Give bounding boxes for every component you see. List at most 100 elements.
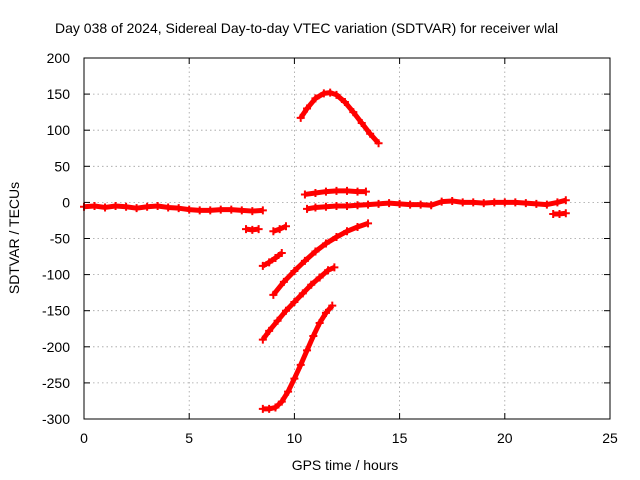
data-point: [237, 206, 246, 215]
data-series-3: [258, 248, 286, 270]
data-point: [265, 404, 274, 413]
y-tick-label: 100: [47, 122, 71, 138]
plot-frame: [83, 57, 611, 420]
data-point: [300, 256, 309, 265]
data-point: [290, 374, 299, 383]
data-series-layer: [80, 88, 570, 413]
data-point: [258, 335, 267, 344]
data-point: [479, 199, 488, 208]
data-point: [330, 263, 339, 272]
data-point: [216, 205, 225, 214]
data-point: [90, 202, 99, 211]
data-point: [258, 261, 267, 270]
chart-title: Day 038 of 2024, Sidereal Day-to-day VTE…: [55, 20, 558, 36]
data-point: [353, 201, 362, 210]
series-trace: [262, 304, 335, 412]
data-point: [490, 198, 499, 207]
data-point: [321, 239, 330, 248]
data-point: [307, 280, 316, 289]
data-point: [298, 289, 307, 298]
data-point: [265, 258, 274, 267]
y-tick-label: -250: [42, 375, 70, 391]
data-point: [284, 387, 293, 396]
data-point: [521, 199, 530, 208]
data-point: [290, 298, 299, 307]
data-point: [469, 198, 478, 207]
data-point: [332, 90, 341, 99]
data-point: [437, 197, 446, 206]
y-tick-label: -300: [42, 411, 70, 427]
data-point: [311, 189, 320, 198]
series-trace: [260, 265, 336, 342]
data-point: [332, 233, 341, 242]
y-tick-label: 0: [62, 194, 70, 210]
data-point: [561, 209, 570, 218]
data-point: [271, 403, 280, 412]
data-point: [290, 266, 299, 275]
data-point: [195, 206, 204, 215]
x-tick-label: 5: [185, 430, 193, 446]
data-point: [343, 186, 351, 195]
data-point: [366, 129, 375, 138]
series-trace: [261, 250, 284, 269]
data-point: [364, 200, 373, 209]
data-point: [321, 187, 330, 196]
data-point: [269, 227, 278, 236]
data-point: [164, 203, 173, 212]
data-point: [281, 222, 290, 231]
data-point: [296, 113, 305, 122]
data-point: [271, 253, 280, 262]
data-point: [185, 205, 194, 214]
data-point: [300, 190, 309, 199]
data-point: [315, 273, 324, 282]
data-series-2: [269, 222, 290, 236]
data-point: [279, 277, 288, 286]
series-trace: [298, 90, 381, 145]
data-point: [309, 331, 318, 340]
data-point: [174, 204, 183, 213]
data-point: [353, 222, 362, 231]
data-point: [311, 247, 320, 256]
data-point: [277, 248, 286, 257]
data-point: [326, 88, 335, 97]
data-point: [265, 326, 274, 335]
x-tick-label: 10: [287, 430, 303, 446]
data-point: [281, 306, 290, 315]
data-point: [248, 207, 257, 216]
y-tick-label: -150: [42, 303, 70, 319]
data-point: [561, 196, 570, 205]
data-point: [349, 108, 358, 117]
data-point: [303, 104, 312, 113]
data-point: [321, 308, 330, 317]
y-tick-label: 150: [47, 86, 71, 102]
data-point: [385, 199, 394, 208]
data-point: [321, 202, 330, 211]
data-point: [448, 196, 457, 205]
data-point: [364, 219, 373, 228]
data-point: [132, 204, 141, 213]
data-point: [227, 205, 236, 214]
data-point: [511, 198, 520, 207]
data-point: [311, 94, 320, 103]
data-point: [258, 206, 267, 215]
y-tick-label: -50: [50, 231, 70, 247]
data-point: [277, 397, 286, 406]
data-point: [340, 98, 349, 107]
data-point: [206, 206, 215, 215]
data-point: [143, 202, 152, 211]
data-point: [332, 186, 341, 195]
data-point: [332, 202, 341, 211]
data-series-4: [258, 263, 339, 344]
x-tick-labels: 0 5 10 15 20 25: [80, 430, 618, 446]
data-point: [416, 200, 425, 209]
x-tick-label: 15: [392, 430, 408, 446]
data-point: [343, 227, 351, 236]
data-point: [374, 139, 383, 148]
x-tick-label: 25: [602, 430, 618, 446]
data-point: [542, 200, 551, 209]
data-point: [311, 203, 320, 212]
data-point: [315, 318, 324, 327]
data-point: [254, 225, 263, 234]
grid-lines: [84, 58, 610, 419]
data-series-6: [258, 301, 337, 413]
